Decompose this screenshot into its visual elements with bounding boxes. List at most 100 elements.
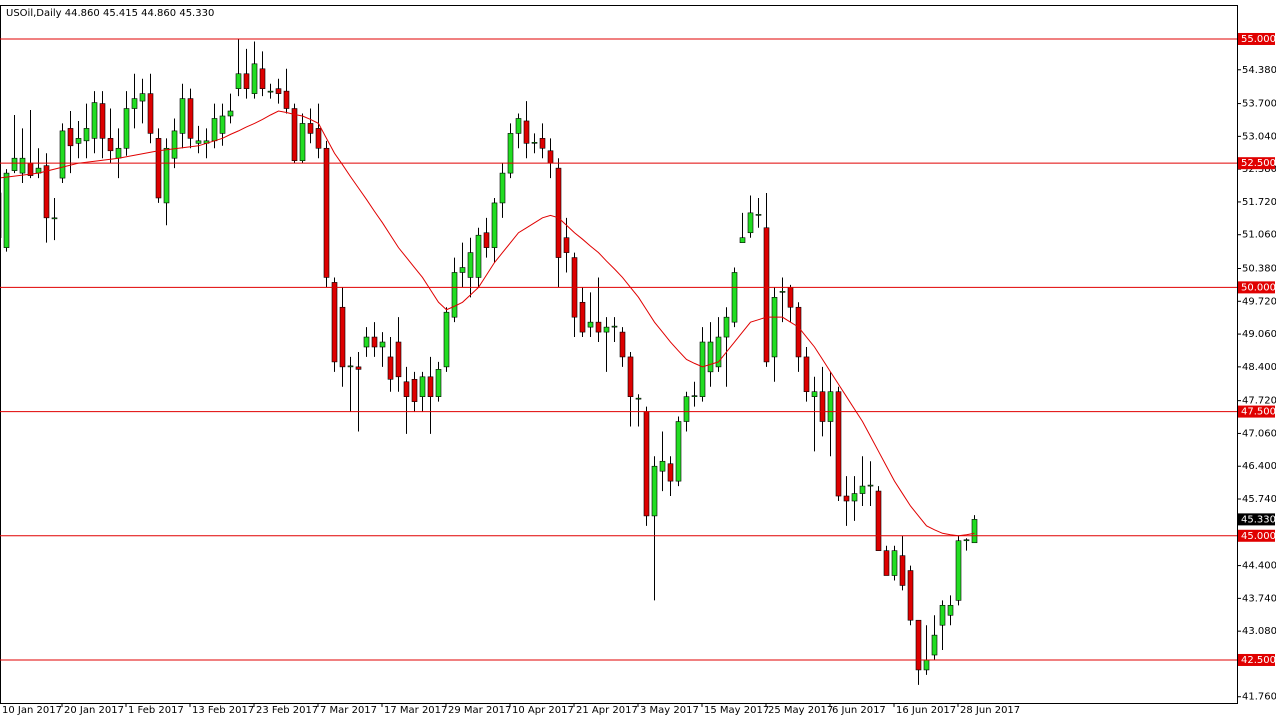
candle-body <box>491 202 498 248</box>
candle-body <box>251 63 258 94</box>
candle-body <box>899 555 906 586</box>
candle-body <box>851 493 858 502</box>
candle-body <box>795 306 802 358</box>
x-tick-label: 25 May 2017 <box>768 705 833 716</box>
y-tick-label: 51.060 <box>1242 230 1276 241</box>
candle-body <box>219 115 226 134</box>
level-label: 52.500 <box>1241 158 1276 169</box>
candle-body <box>563 237 570 253</box>
y-tick-label: 53.700 <box>1242 99 1276 110</box>
y-tick-label: 52.380 <box>1242 164 1276 175</box>
candle-body <box>595 321 602 333</box>
level-label-box <box>1238 653 1275 666</box>
candle-body <box>483 232 490 248</box>
candle-body <box>555 167 562 258</box>
candle-body <box>803 356 810 393</box>
candle-body <box>731 272 738 323</box>
candle-body <box>667 463 674 482</box>
candle-body <box>19 157 26 174</box>
y-tick-label: 46.400 <box>1242 461 1276 472</box>
plot-area <box>1 38 978 685</box>
level-label-box <box>1238 529 1275 542</box>
candle-body <box>3 172 10 248</box>
candle-body <box>947 605 954 616</box>
candle-body <box>539 138 546 149</box>
candle-body <box>547 150 554 164</box>
x-tick-label: 28 Jun 2017 <box>960 705 1020 716</box>
candle-body <box>787 287 794 308</box>
candle-body <box>939 605 946 626</box>
candle-body <box>43 165 50 219</box>
candle-body <box>411 378 418 402</box>
level-label-box <box>1238 32 1275 45</box>
candle-body <box>963 539 970 542</box>
candle-body <box>123 108 130 149</box>
candle-body <box>771 297 778 358</box>
candle-body <box>955 540 962 601</box>
current-price-label: 45.330 <box>1241 514 1276 525</box>
candle-body <box>779 291 786 293</box>
x-tick-label: 20 Jan 2017 <box>64 705 124 716</box>
candle-body <box>403 381 410 397</box>
candle-body <box>371 336 378 348</box>
candle-body <box>91 102 98 139</box>
x-tick-label: 13 Feb 2017 <box>192 705 254 716</box>
candle-body <box>875 490 882 551</box>
header-close: 45.330 <box>179 8 214 19</box>
current-price-box <box>1238 513 1275 526</box>
candle-body <box>683 396 690 422</box>
y-tick-label: 47.060 <box>1242 428 1276 439</box>
candle-body <box>691 395 698 397</box>
candle-body <box>315 128 322 149</box>
candle-body <box>451 272 458 318</box>
candle-body <box>291 108 298 161</box>
candle-body <box>131 98 138 109</box>
y-tick-label: 44.400 <box>1242 561 1276 572</box>
y-tick-label: 51.720 <box>1242 197 1276 208</box>
candle-body <box>715 336 722 368</box>
candle-body <box>659 460 666 472</box>
y-tick-label: 50.380 <box>1242 264 1276 275</box>
y-tick-label: 49.720 <box>1242 296 1276 307</box>
x-tick-label: 3 May 2017 <box>640 705 699 716</box>
x-tick-label: 10 Jan 2017 <box>2 705 62 716</box>
candle-body <box>907 570 914 621</box>
candle-body <box>339 306 346 368</box>
candle-body <box>107 138 114 152</box>
candle-body <box>707 341 714 373</box>
candle-body <box>819 391 826 422</box>
y-tick-label: 49.060 <box>1242 329 1276 340</box>
candle-body <box>923 659 930 671</box>
level-label: 55.000 <box>1241 34 1276 45</box>
candle-body <box>811 391 818 397</box>
candle-body <box>747 212 754 234</box>
candle-body <box>283 90 290 109</box>
y-tick-label: 47.720 <box>1242 396 1276 407</box>
candle-body <box>83 128 90 142</box>
candle-body <box>179 98 186 134</box>
candle-body <box>475 234 482 278</box>
candle-body <box>635 397 642 400</box>
candle-body <box>723 316 730 338</box>
candle-body <box>275 88 282 94</box>
header-open: 44.860 <box>65 8 100 19</box>
candle-body <box>243 73 250 89</box>
candle-body <box>171 130 178 159</box>
candle-body <box>331 282 338 363</box>
candle-body <box>211 118 218 142</box>
candle-body <box>643 411 650 517</box>
candle-body <box>915 619 922 671</box>
candle-body <box>187 98 194 139</box>
candle-body <box>867 484 874 487</box>
candle-body <box>347 365 354 368</box>
candle-body <box>307 123 314 134</box>
candle-body <box>379 341 386 348</box>
candle-body <box>827 391 834 422</box>
candle-body <box>755 214 762 216</box>
candle-body <box>355 366 362 370</box>
candle-body <box>459 267 466 273</box>
candle-body <box>611 325 618 328</box>
x-tick-label: 17 Mar 2017 <box>384 705 447 716</box>
x-tick-label: 1 Feb 2017 <box>128 705 184 716</box>
